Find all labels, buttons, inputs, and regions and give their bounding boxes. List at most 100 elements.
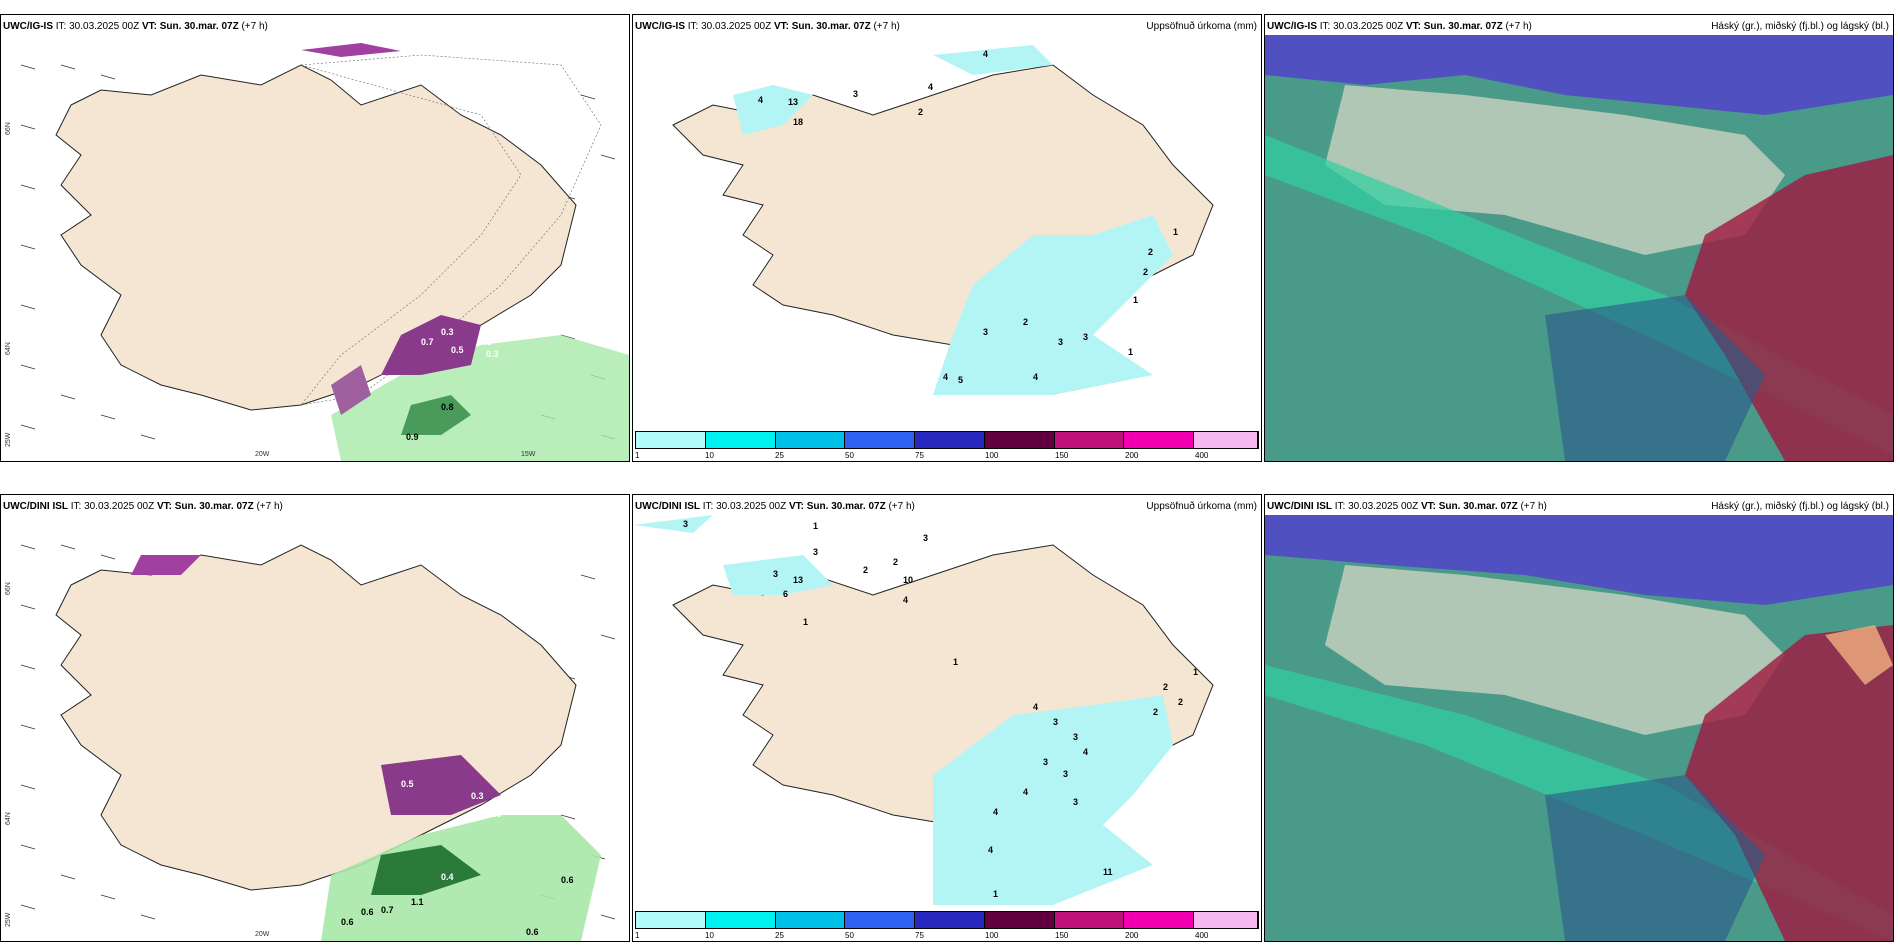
svg-text:3: 3 bbox=[1073, 732, 1078, 742]
lon-label: 20W bbox=[255, 451, 270, 458]
svg-text:2: 2 bbox=[918, 107, 923, 117]
svg-text:13: 13 bbox=[793, 575, 803, 585]
cloud-title: Háský (gr.), miðský (fj.bl.) og lágský (… bbox=[1711, 501, 1889, 512]
svg-text:2: 2 bbox=[1153, 707, 1158, 717]
svg-text:13: 13 bbox=[788, 97, 798, 107]
svg-text:1: 1 bbox=[993, 889, 998, 899]
wind-value: 0.7 bbox=[381, 905, 394, 915]
wind-value: 0.8 bbox=[441, 402, 454, 412]
lat-label: 25W bbox=[5, 432, 12, 447]
precip-map[interactable]: 3 1 3 3 2 2 10 4 3 13 6 1 1 1 2 2 2 4 3 … bbox=[633, 515, 1261, 915]
panel-header: UWC/IG-IS IT: 30.03.2025 00Z VT: Sun. 30… bbox=[635, 21, 900, 32]
wind-value: 0.3 bbox=[471, 791, 484, 801]
lat-label: 64N bbox=[5, 342, 12, 355]
panel-cloud-r1: UWC/IG-IS IT: 30.03.2025 00Z VT: Sun. 30… bbox=[1264, 14, 1894, 462]
panel-wind-r2: UWC/DINI ISL IT: 30.03.2025 00Z VT: Sun.… bbox=[0, 494, 630, 942]
svg-text:2: 2 bbox=[1163, 682, 1168, 692]
wind-value: 0.4 bbox=[441, 872, 454, 882]
svg-text:1: 1 bbox=[953, 657, 958, 667]
svg-text:1: 1 bbox=[1133, 295, 1138, 305]
svg-text:4: 4 bbox=[928, 82, 933, 92]
cloud-map[interactable] bbox=[1265, 515, 1893, 941]
svg-text:3: 3 bbox=[1083, 332, 1088, 342]
lat-label: 66N bbox=[5, 122, 12, 135]
wind-value: 0.3 bbox=[486, 349, 499, 359]
precip-values: 3 1 3 3 2 2 10 4 3 13 6 1 1 1 2 2 2 4 3 … bbox=[683, 519, 1198, 899]
svg-text:1: 1 bbox=[1193, 667, 1198, 677]
wind-value: 0.6 bbox=[489, 809, 502, 819]
wind-value: 0.9 bbox=[406, 432, 419, 442]
svg-text:3: 3 bbox=[983, 327, 988, 337]
precip-title: Uppsöfnuð úrkoma (mm) bbox=[1146, 21, 1257, 32]
svg-text:18: 18 bbox=[793, 117, 803, 127]
svg-text:2: 2 bbox=[1023, 317, 1028, 327]
lat-label: 25W bbox=[5, 912, 12, 927]
svg-text:6: 6 bbox=[783, 589, 788, 599]
svg-text:3: 3 bbox=[923, 533, 928, 543]
wind-value: 0.3 bbox=[441, 327, 454, 337]
colorbar bbox=[635, 911, 1259, 929]
svg-text:2: 2 bbox=[893, 557, 898, 567]
svg-text:2: 2 bbox=[1148, 247, 1153, 257]
svg-text:1: 1 bbox=[1128, 347, 1133, 357]
svg-text:4: 4 bbox=[983, 49, 988, 59]
svg-text:3: 3 bbox=[813, 547, 818, 557]
wind-value: 0.7 bbox=[421, 337, 434, 347]
lat-label: 64N bbox=[5, 812, 12, 825]
svg-text:4: 4 bbox=[1033, 372, 1038, 382]
lon-label: 20W bbox=[255, 931, 270, 938]
svg-text:1: 1 bbox=[1173, 227, 1178, 237]
svg-text:3: 3 bbox=[1063, 769, 1068, 779]
precip-map[interactable]: 4 3 2 4 13 18 4 1 2 2 1 3 3 2 3 1 4 4 5 bbox=[633, 35, 1261, 435]
svg-text:10: 10 bbox=[903, 575, 913, 585]
svg-text:3: 3 bbox=[773, 569, 778, 579]
svg-text:4: 4 bbox=[758, 95, 763, 105]
svg-text:3: 3 bbox=[1043, 757, 1048, 767]
panel-wind-r1: UWC/IG-IS IT: 30.03.2025 00Z VT: Sun. 30… bbox=[0, 14, 630, 462]
svg-text:3: 3 bbox=[1073, 797, 1078, 807]
panel-header: UWC/IG-IS IT: 30.03.2025 00Z VT: Sun. 30… bbox=[1267, 21, 1532, 32]
svg-text:3: 3 bbox=[683, 519, 688, 529]
panel-header: UWC/DINI ISL IT: 30.03.2025 00Z VT: Sun.… bbox=[3, 501, 283, 512]
svg-text:2: 2 bbox=[1143, 267, 1148, 277]
colorbar bbox=[635, 431, 1259, 449]
wind-value: 1.1 bbox=[411, 897, 424, 907]
lat-label: 66N bbox=[5, 582, 12, 595]
wind-value: 0.6 bbox=[526, 927, 539, 937]
wind-value: 0.5 bbox=[401, 779, 414, 789]
svg-text:1: 1 bbox=[813, 521, 818, 531]
wind-value: 0.5 bbox=[451, 345, 464, 355]
precip-title: Uppsöfnuð úrkoma (mm) bbox=[1146, 501, 1257, 512]
svg-text:4: 4 bbox=[988, 845, 993, 855]
svg-text:3: 3 bbox=[1053, 717, 1058, 727]
panel-header: UWC/DINI ISL IT: 30.03.2025 00Z VT: Sun.… bbox=[635, 501, 915, 512]
svg-text:4: 4 bbox=[943, 372, 948, 382]
lon-label: 15W bbox=[521, 451, 536, 458]
panel-precip-r1: UWC/IG-IS IT: 30.03.2025 00Z VT: Sun. 30… bbox=[632, 14, 1262, 462]
panel-header: UWC/IG-IS IT: 30.03.2025 00Z VT: Sun. 30… bbox=[3, 21, 268, 32]
wind-map[interactable]: 0.6 0.6 0.6 0.7 1.1 0.4 0.3 0.5 0.6 0.6 bbox=[1, 515, 629, 941]
wind-value: 0.6 bbox=[561, 875, 574, 885]
svg-text:3: 3 bbox=[1058, 337, 1063, 347]
svg-text:1: 1 bbox=[803, 617, 808, 627]
svg-text:4: 4 bbox=[903, 595, 908, 605]
svg-text:2: 2 bbox=[863, 565, 868, 575]
wind-value: 0.3 bbox=[479, 337, 492, 347]
svg-text:11: 11 bbox=[1103, 867, 1113, 877]
svg-text:5: 5 bbox=[958, 375, 963, 385]
panel-cloud-r2: UWC/DINI ISL IT: 30.03.2025 00Z VT: Sun.… bbox=[1264, 494, 1894, 942]
panel-precip-r2: UWC/DINI ISL IT: 30.03.2025 00Z VT: Sun.… bbox=[632, 494, 1262, 942]
wind-map[interactable]: 0.8 0.9 0.3 0.3 0.5 0.7 0.3 bbox=[1, 35, 629, 461]
cloud-title: Háský (gr.), miðský (fj.bl.) og lágský (… bbox=[1711, 21, 1889, 32]
wind-value: 0.6 bbox=[361, 907, 374, 917]
svg-text:4: 4 bbox=[1033, 702, 1038, 712]
svg-text:4: 4 bbox=[1023, 787, 1028, 797]
svg-text:4: 4 bbox=[993, 807, 998, 817]
precip-values: 4 3 2 4 13 18 4 1 2 2 1 3 3 2 3 1 4 4 5 bbox=[758, 49, 1178, 385]
wind-value: 0.6 bbox=[341, 917, 354, 927]
cloud-map[interactable] bbox=[1265, 35, 1893, 461]
svg-text:4: 4 bbox=[1083, 747, 1088, 757]
panel-header: UWC/DINI ISL IT: 30.03.2025 00Z VT: Sun.… bbox=[1267, 501, 1547, 512]
svg-text:2: 2 bbox=[1178, 697, 1183, 707]
svg-text:3: 3 bbox=[853, 89, 858, 99]
